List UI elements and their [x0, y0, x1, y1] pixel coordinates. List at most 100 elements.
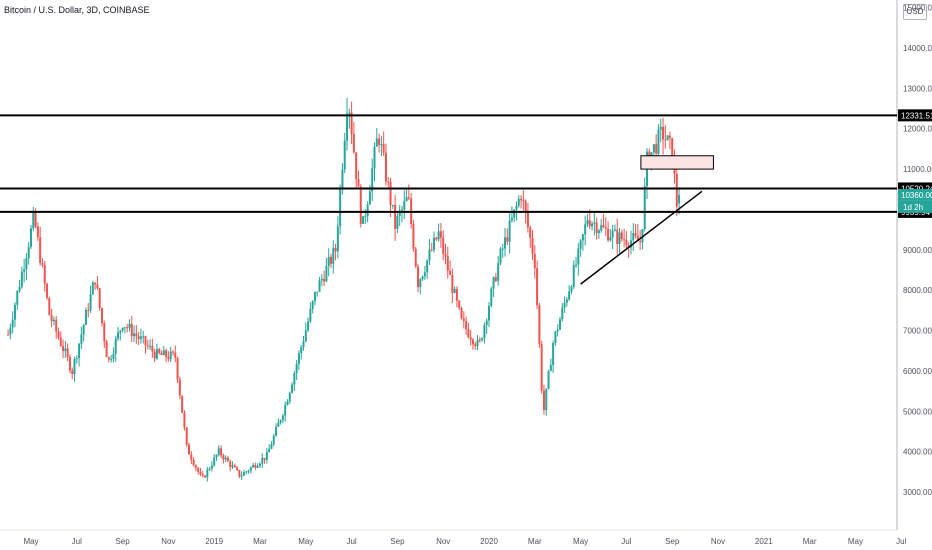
candle-up — [549, 364, 552, 372]
candle-up — [13, 304, 16, 320]
candle-down — [41, 263, 44, 265]
candle-down — [183, 412, 186, 428]
resistance-zone — [640, 155, 714, 170]
candle-up — [316, 291, 319, 293]
candle-down — [194, 465, 197, 468]
candle-up — [666, 135, 669, 141]
candle-up — [659, 126, 662, 130]
candle-up — [341, 169, 344, 190]
candle-up — [579, 240, 582, 249]
candle-down — [66, 348, 69, 357]
candle-up — [217, 448, 220, 455]
candle-up — [231, 465, 234, 468]
candle-down — [671, 138, 674, 160]
candle-up — [572, 265, 575, 288]
candle-down — [199, 471, 202, 475]
candle-up — [597, 230, 600, 234]
candle-up — [437, 231, 440, 240]
candle-up — [565, 299, 568, 303]
candle-down — [158, 349, 161, 354]
candle-up — [293, 373, 296, 385]
candle-up — [561, 307, 564, 320]
candle-up — [309, 309, 312, 322]
candle-up — [272, 435, 275, 445]
candle-down — [455, 288, 458, 301]
candle-up — [52, 319, 55, 322]
candle-down — [469, 337, 472, 340]
candle-up — [256, 465, 259, 468]
candle-down — [100, 308, 103, 324]
candle-up — [213, 457, 216, 466]
candle-down — [181, 395, 184, 413]
candle-down — [357, 179, 360, 187]
candle-up — [279, 420, 282, 423]
support-trendline — [580, 190, 703, 285]
candle-up — [32, 212, 35, 229]
x-tick-label: Jul — [621, 537, 631, 546]
candle-up — [632, 233, 635, 241]
y-tick-label: 14000.00 — [903, 44, 932, 53]
candle-up — [117, 332, 120, 339]
candle-down — [238, 469, 241, 477]
currency-button[interactable]: USD — [903, 4, 927, 20]
candle-up — [297, 353, 300, 365]
candle-down — [533, 253, 536, 269]
candle-up — [545, 388, 548, 410]
level-price-label: 12331.51 — [901, 111, 932, 120]
candle-down — [350, 112, 353, 135]
candle-up — [419, 279, 422, 288]
candle-up — [371, 168, 374, 192]
x-tick-label: Mar — [253, 537, 267, 546]
candle-up — [73, 358, 76, 375]
candle-up — [20, 271, 23, 287]
candle-up — [547, 371, 550, 389]
countdown-badge — [898, 200, 932, 213]
candle-down — [520, 198, 523, 201]
candle-down — [171, 351, 174, 353]
candle-up — [426, 260, 429, 273]
x-tick-label: 2019 — [205, 537, 223, 546]
candle-up — [476, 339, 479, 347]
candle-down — [233, 465, 236, 468]
candle-down — [655, 144, 658, 154]
candle-up — [275, 426, 278, 436]
candle-down — [229, 461, 232, 468]
candle-up — [554, 331, 557, 344]
candle-up — [453, 288, 456, 293]
candle-up — [577, 248, 580, 265]
candle-up — [488, 305, 490, 321]
candle-up — [249, 467, 252, 471]
candle-down — [34, 212, 37, 227]
candle-down — [329, 257, 332, 264]
candle-up — [391, 204, 394, 206]
candle-down — [474, 344, 477, 347]
candle-up — [27, 246, 30, 259]
x-tick-label: May — [23, 537, 38, 546]
candle-down — [174, 352, 177, 358]
candle-down — [204, 475, 207, 478]
candle-down — [529, 227, 532, 238]
candle-down — [226, 457, 229, 462]
candle-up — [210, 465, 213, 469]
candle-up — [504, 237, 507, 249]
candle-down — [178, 379, 181, 396]
candle-down — [664, 139, 667, 141]
candle-down — [604, 227, 607, 229]
candle-down — [462, 318, 465, 322]
candle-down — [197, 467, 200, 472]
candle-down — [439, 231, 442, 238]
candle-down — [435, 237, 438, 240]
candle-up — [336, 226, 339, 252]
candle-up — [593, 222, 596, 224]
candle-up — [433, 237, 436, 250]
candle-down — [126, 327, 129, 329]
candle-up — [78, 343, 81, 359]
candle-up — [75, 358, 78, 360]
candle-up — [206, 469, 209, 478]
candle-down — [334, 248, 337, 252]
candle-up — [629, 240, 632, 248]
candle-down — [412, 223, 415, 249]
candle-up — [208, 468, 211, 470]
candle-up — [245, 471, 248, 473]
